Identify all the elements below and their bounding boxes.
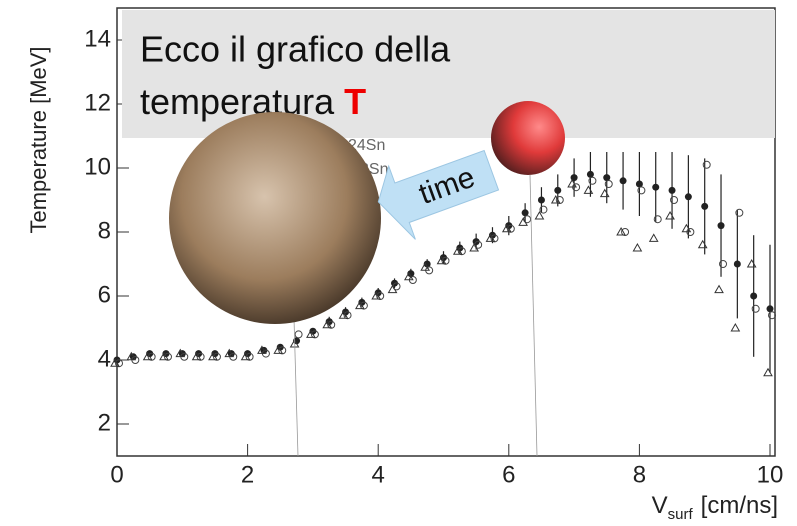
point: [650, 234, 658, 241]
y-tick-label: 8: [98, 217, 111, 244]
point: [701, 203, 708, 210]
x-tick-label: 10: [757, 461, 784, 488]
point: [584, 186, 592, 193]
point: [715, 286, 723, 293]
point: [633, 244, 641, 251]
x-axis-label: Vsurf[cm/ns]: [652, 492, 778, 523]
point: [685, 193, 692, 200]
y-tick-label: 6: [98, 281, 111, 308]
x-tick-label: 8: [633, 461, 646, 488]
point: [750, 293, 757, 300]
point: [389, 286, 397, 293]
y-tick-label: 4: [98, 345, 111, 372]
chart: 02468102468101214 Ecco il grafico della …: [0, 0, 797, 526]
x-tick-label: 0: [110, 461, 123, 488]
y-tick-label: 10: [84, 153, 111, 180]
y-tick-label: 14: [84, 25, 111, 52]
small-sphere: [491, 101, 565, 175]
x-tick-label: 4: [372, 461, 385, 488]
point: [748, 260, 756, 267]
point: [669, 187, 676, 194]
overlay-text: Ecco il grafico della: [140, 29, 451, 70]
point: [470, 244, 478, 251]
y-axis-label: Temperature [MeV]: [26, 46, 51, 233]
point: [538, 197, 545, 204]
point: [652, 184, 659, 191]
point: [718, 222, 725, 229]
point: [764, 369, 772, 376]
point: [601, 190, 609, 197]
large-sphere: [169, 112, 381, 324]
x-tick-label: 2: [241, 461, 254, 488]
x-tick-label: 6: [502, 461, 515, 488]
time-arrow: time: [368, 134, 505, 247]
y-tick-label: 2: [98, 409, 111, 436]
point: [519, 218, 527, 225]
point: [734, 261, 741, 268]
point: [620, 177, 627, 184]
point: [554, 187, 561, 194]
point: [295, 331, 302, 338]
point: [731, 324, 739, 331]
point: [699, 241, 707, 248]
point: [666, 212, 674, 219]
y-tick-label: 12: [84, 89, 111, 116]
